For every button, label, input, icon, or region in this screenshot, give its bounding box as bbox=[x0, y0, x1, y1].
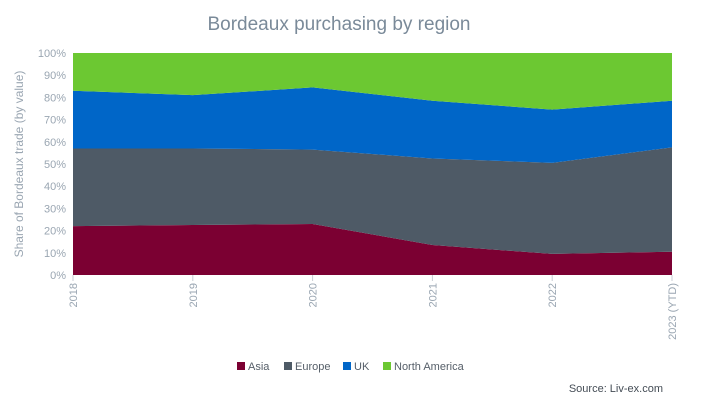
x-tick-label: 2018 bbox=[68, 283, 80, 307]
y-tick-label: 100% bbox=[38, 48, 66, 60]
legend-swatch-uk bbox=[343, 362, 351, 370]
x-tick-label: 2022 bbox=[547, 283, 559, 307]
area-uk bbox=[73, 87, 672, 163]
legend-label-asia: Asia bbox=[248, 361, 270, 373]
legend-swatch-asia bbox=[237, 362, 245, 370]
x-tick-label: 2019 bbox=[188, 283, 200, 307]
source-note: Source: Liv-ex.com bbox=[569, 383, 663, 395]
y-tick-label: 10% bbox=[44, 248, 66, 260]
x-axis-ticks: 2018 2019 2020 2021 2022 2023 (YTD) bbox=[68, 275, 679, 340]
area-layers bbox=[73, 53, 672, 275]
area-asia bbox=[73, 223, 672, 275]
legend-label-europe: Europe bbox=[295, 361, 330, 373]
x-tick-label: 2020 bbox=[308, 283, 320, 307]
y-tick-label: 80% bbox=[44, 92, 66, 104]
y-axis-label: Share of Bordeaux trade (by value) bbox=[12, 71, 26, 258]
legend: Asia Europe UK North America bbox=[237, 361, 465, 373]
legend-swatch-europe bbox=[284, 362, 292, 370]
x-tick-label: 2023 (YTD) bbox=[667, 283, 679, 340]
y-axis-ticks: 0% 10% 20% 30% 40% 50% 60% 70% 80% 90% 100% bbox=[38, 48, 66, 282]
legend-label-uk: UK bbox=[354, 361, 370, 373]
chart-title: Bordeaux purchasing by region bbox=[207, 14, 470, 35]
y-tick-label: 50% bbox=[44, 159, 66, 171]
y-tick-label: 40% bbox=[44, 181, 66, 193]
y-tick-label: 90% bbox=[44, 70, 66, 82]
x-tick-label: 2021 bbox=[427, 283, 439, 307]
legend-label-north-america: North America bbox=[394, 361, 465, 373]
area-europe bbox=[73, 147, 672, 254]
y-tick-label: 60% bbox=[44, 137, 66, 149]
y-tick-label: 0% bbox=[50, 270, 66, 282]
area-north-america bbox=[73, 53, 672, 110]
legend-swatch-north-america bbox=[383, 362, 391, 370]
y-tick-label: 30% bbox=[44, 203, 66, 215]
y-tick-label: 70% bbox=[44, 115, 66, 127]
y-tick-label: 20% bbox=[44, 226, 66, 238]
